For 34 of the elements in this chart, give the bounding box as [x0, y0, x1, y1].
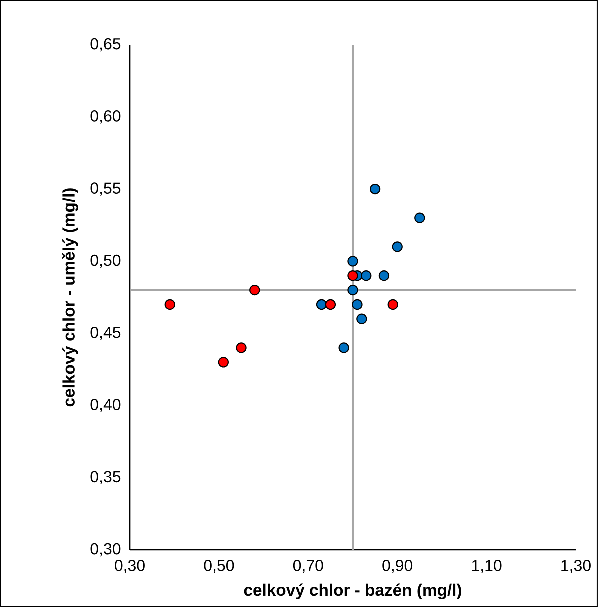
point: [338, 342, 350, 354]
point: [388, 299, 398, 310]
point: [348, 256, 358, 267]
y-tick-label: 0,30: [90, 543, 121, 557]
point: [236, 342, 247, 354]
point: [352, 299, 363, 310]
point: [370, 184, 381, 195]
point: [164, 299, 176, 310]
y-axis-title: celkový chlor - umělý (mg/l): [62, 188, 78, 407]
y-tick-label: 0,45: [90, 326, 121, 340]
point: [348, 270, 358, 282]
x-tick-label: 1,10: [472, 560, 502, 574]
point: [348, 284, 358, 296]
point: [218, 357, 229, 368]
point: [356, 314, 368, 324]
y-tick-label: 0,65: [90, 38, 121, 52]
point: [250, 284, 260, 296]
point: [361, 270, 372, 282]
y-tick-label: 0,55: [90, 182, 121, 196]
x-tick-label: 0,30: [115, 560, 145, 574]
y-tick-label: 0,35: [90, 471, 121, 484]
point: [392, 242, 403, 252]
point: [378, 270, 390, 282]
y-tick-label: 0,50: [90, 254, 121, 268]
x-tick-label: 0,70: [293, 560, 324, 574]
x-tick-label: 0,50: [204, 560, 234, 574]
point: [316, 299, 328, 310]
x-tick-label: 0,90: [382, 560, 413, 574]
point: [325, 299, 336, 310]
x-tick-label: 1,30: [562, 560, 591, 574]
point: [414, 212, 426, 224]
x-axis-title: celkový chlor - bazén (mg/l): [244, 584, 462, 600]
y-tick-label: 0,40: [90, 399, 121, 412]
y-tick-label: 0,60: [90, 110, 121, 124]
